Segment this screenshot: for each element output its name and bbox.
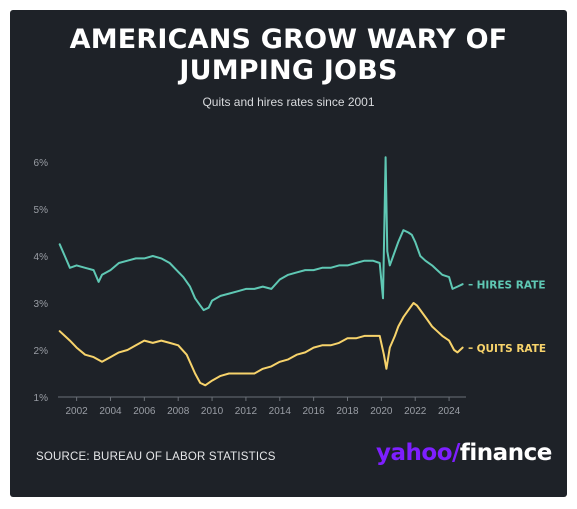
chart-title-line-2: JUMPING JOBS: [179, 55, 398, 86]
brand-slash: /: [452, 440, 460, 466]
series-labels: HIRES RATE QUITS RATE: [468, 280, 546, 355]
y-tick-label: 5%: [34, 205, 49, 216]
x-tick-label: 2024: [438, 406, 461, 417]
brand-yahoo: yahoo: [376, 440, 453, 466]
y-axis: 1% 2% 3% 4% 5% 6%: [34, 158, 49, 404]
series-layer: [58, 156, 464, 387]
quits-rate-line: [58, 302, 464, 387]
chart-title: AMERICANS GROW WARY OF JUMPING JOBS: [0, 24, 577, 86]
series-label: QUITS RATE: [477, 343, 546, 355]
x-tick-label: 2014: [269, 406, 292, 417]
y-tick-label: 3%: [34, 299, 49, 310]
y-tick-label: 4%: [34, 252, 49, 263]
brand-finance: finance: [459, 440, 552, 466]
hires-rate-line: [58, 156, 464, 312]
y-tick-label: 6%: [34, 158, 49, 169]
chart-subtitle: Quits and hires rates since 2001: [202, 95, 375, 109]
x-tick-label: 2016: [303, 406, 326, 417]
x-tick-label: 2012: [235, 406, 258, 417]
x-tick-label: 2006: [133, 406, 156, 417]
x-tick-label: 2010: [201, 406, 224, 417]
chart-title-line-1: AMERICANS GROW WARY OF: [69, 24, 508, 55]
chart-card: [10, 10, 567, 497]
y-tick-label: 2%: [34, 346, 49, 357]
y-tick-label: 1%: [34, 393, 49, 404]
x-tick-label: 2008: [167, 406, 190, 417]
x-tick-label: 2018: [336, 406, 359, 417]
x-tick-label: 2004: [99, 406, 122, 417]
x-tick-label: 2022: [404, 406, 427, 417]
yahoo-finance-logo: yahoo/finance: [376, 440, 552, 466]
source-note: SOURCE: BUREAU OF LABOR STATISTICS: [36, 451, 276, 463]
x-axis: 2002 2004 2006 2008 2010 2012 2014 2016 2018 2020…: [58, 396, 466, 417]
x-tick-label: 2002: [65, 406, 88, 417]
x-tick-label: 2020: [370, 406, 393, 417]
series-label: HIRES RATE: [477, 280, 546, 292]
